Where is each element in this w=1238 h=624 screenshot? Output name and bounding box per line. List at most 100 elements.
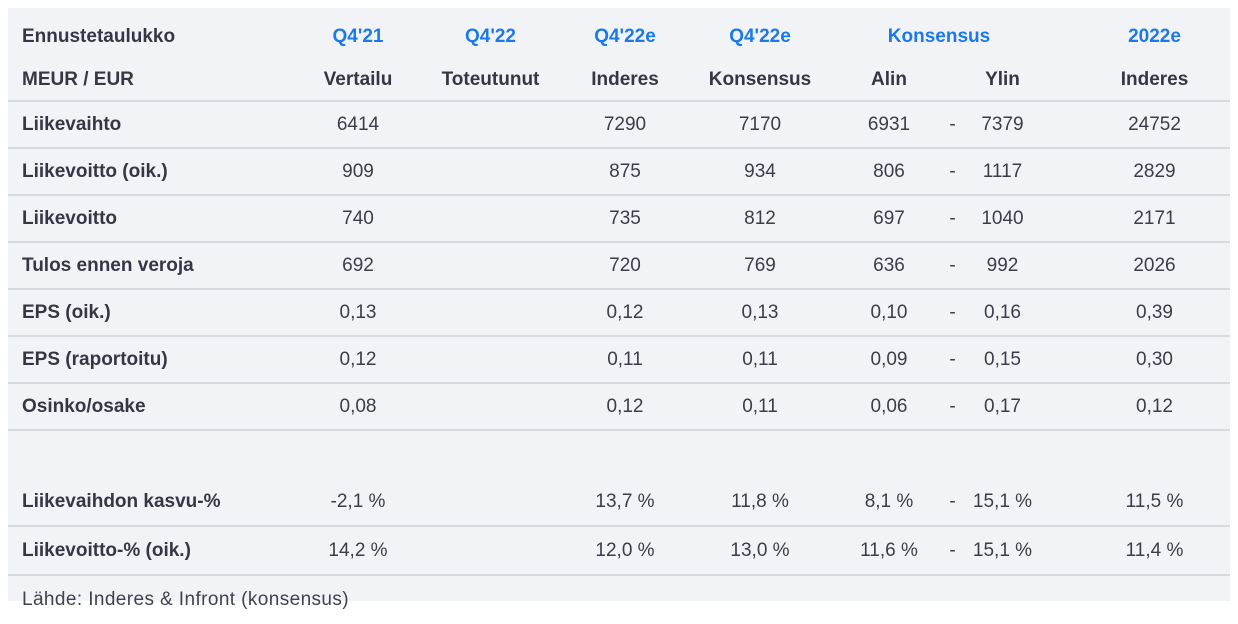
column-subheader-inderes-2022: Inderes xyxy=(1045,60,1230,102)
cell-inderes: 735 xyxy=(563,195,687,243)
column-header-q422: Q4'22 xyxy=(465,26,516,47)
column-header-q422e-inderes: Q4'22e xyxy=(594,26,656,47)
cell-vertailu: -2,1 % xyxy=(298,478,418,527)
table-row-liikevoitto-pct: Liikevoitto-% (oik.) 14,2 % 12,0 % 13,0 … xyxy=(8,526,1230,576)
table-row-liikevaihto: Liikevaihto 6414 7290 7170 6931 - 7379 2… xyxy=(8,101,1230,149)
spacer-row xyxy=(8,430,1230,478)
column-header-2022e: 2022e xyxy=(1128,26,1181,47)
row-label: Osinko/osake xyxy=(8,383,298,431)
cell-toteutunut xyxy=(418,289,563,337)
range-dash: - xyxy=(945,383,960,431)
row-label: EPS (raportoitu) xyxy=(8,336,298,384)
source-row: Lähde: Inderes & Infront (konsensus) xyxy=(8,575,1230,624)
cell-konsensus: 812 xyxy=(687,195,833,243)
table-row-osinko-osake: Osinko/osake 0,08 0,12 0,11 0,06 - 0,17 … xyxy=(8,383,1230,431)
cell-inderes: 720 xyxy=(563,242,687,290)
table-row-liikevaihdon-kasvu: Liikevaihdon kasvu-% -2,1 % 13,7 % 11,8 … xyxy=(8,478,1230,527)
range-dash: - xyxy=(945,148,960,196)
forecast-table-card: Ennustetaulukko Q4'21 Q4'22 Q4'22e Q4'22… xyxy=(8,8,1230,610)
cell-alin: 636 xyxy=(833,242,945,290)
range-dash: - xyxy=(945,242,960,290)
cell-toteutunut xyxy=(418,383,563,431)
table-title: Ennustetaulukko xyxy=(22,26,176,47)
cell-inderes-2022: 11,5 % xyxy=(1045,478,1230,527)
column-subheader-alin: Alin xyxy=(833,60,945,102)
table-row-liikevoitto: Liikevoitto 740 735 812 697 - 1040 2171 xyxy=(8,195,1230,243)
row-label: Liikevoitto xyxy=(8,195,298,243)
cell-toteutunut xyxy=(418,148,563,196)
cell-inderes: 12,0 % xyxy=(563,526,687,576)
cell-inderes: 7290 xyxy=(563,101,687,149)
column-header-q422e-konsensus: Q4'22e xyxy=(729,26,791,47)
cell-vertailu: 0,08 xyxy=(298,383,418,431)
cell-vertailu: 909 xyxy=(298,148,418,196)
column-subheader-ylin: Ylin xyxy=(960,60,1045,102)
column-header-q421: Q4'21 xyxy=(332,26,384,47)
range-dash: - xyxy=(945,101,960,149)
row-label: Liikevaihdon kasvu-% xyxy=(8,478,298,527)
cell-ylin: 15,1 % xyxy=(960,526,1045,576)
range-dash: - xyxy=(945,478,960,527)
cell-vertailu: 14,2 % xyxy=(298,526,418,576)
cell-vertailu: 0,13 xyxy=(298,289,418,337)
cell-toteutunut xyxy=(418,242,563,290)
row-label: Liikevaihto xyxy=(8,101,298,149)
spacer-cell xyxy=(8,430,1230,478)
cell-inderes-2022: 2171 xyxy=(1045,195,1230,243)
cell-konsensus: 934 xyxy=(687,148,833,196)
range-dash: - xyxy=(945,289,960,337)
cell-ylin: 0,16 xyxy=(960,289,1045,337)
cell-ylin: 0,15 xyxy=(960,336,1045,384)
cell-alin: 8,1 % xyxy=(833,478,945,527)
column-subheader-toteutunut: Toteutunut xyxy=(418,60,563,102)
cell-toteutunut xyxy=(418,336,563,384)
row-label: Liikevoitto-% (oik.) xyxy=(8,526,298,576)
cell-inderes: 875 xyxy=(563,148,687,196)
cell-inderes: 0,12 xyxy=(563,289,687,337)
table-row-eps-oik: EPS (oik.) 0,13 0,12 0,13 0,10 - 0,16 0,… xyxy=(8,289,1230,337)
cell-ylin: 7379 xyxy=(960,101,1045,149)
range-dash: - xyxy=(945,336,960,384)
source-text: Lähde: Inderes & Infront (konsensus) xyxy=(22,589,350,610)
cell-inderes: 13,7 % xyxy=(563,478,687,527)
forecast-table: Ennustetaulukko Q4'21 Q4'22 Q4'22e Q4'22… xyxy=(8,8,1230,624)
cell-toteutunut xyxy=(418,195,563,243)
cell-konsensus: 0,11 xyxy=(687,336,833,384)
cell-konsensus: 0,13 xyxy=(687,289,833,337)
cell-konsensus: 11,8 % xyxy=(687,478,833,527)
cell-inderes-2022: 2829 xyxy=(1045,148,1230,196)
table-row-eps-raportoitu: EPS (raportoitu) 0,12 0,11 0,11 0,09 - 0… xyxy=(8,336,1230,384)
cell-inderes: 0,12 xyxy=(563,383,687,431)
cell-vertailu: 0,12 xyxy=(298,336,418,384)
cell-inderes-2022: 0,12 xyxy=(1045,383,1230,431)
cell-alin: 806 xyxy=(833,148,945,196)
cell-ylin: 0,17 xyxy=(960,383,1045,431)
range-dash: - xyxy=(945,195,960,243)
cell-toteutunut xyxy=(418,101,563,149)
cell-alin: 6931 xyxy=(833,101,945,149)
column-header-konsensus-group: Konsensus xyxy=(887,26,991,47)
header-row-periods: Ennustetaulukko Q4'21 Q4'22 Q4'22e Q4'22… xyxy=(8,8,1230,60)
cell-alin: 0,09 xyxy=(833,336,945,384)
cell-ylin: 15,1 % xyxy=(960,478,1045,527)
subheader-dash-spacer xyxy=(945,60,960,102)
cell-ylin: 1040 xyxy=(960,195,1045,243)
range-dash: - xyxy=(945,526,960,576)
cell-konsensus: 769 xyxy=(687,242,833,290)
table-row-tulos-ennen-veroja: Tulos ennen veroja 692 720 769 636 - 992… xyxy=(8,242,1230,290)
row-label: Tulos ennen veroja xyxy=(8,242,298,290)
cell-vertailu: 692 xyxy=(298,242,418,290)
unit-label: MEUR / EUR xyxy=(8,60,298,102)
cell-inderes-2022: 2026 xyxy=(1045,242,1230,290)
cell-alin: 11,6 % xyxy=(833,526,945,576)
cell-toteutunut xyxy=(418,478,563,527)
cell-konsensus: 0,11 xyxy=(687,383,833,431)
cell-vertailu: 740 xyxy=(298,195,418,243)
column-subheader-vertailu: Vertailu xyxy=(298,60,418,102)
cell-ylin: 992 xyxy=(960,242,1045,290)
cell-inderes-2022: 11,4 % xyxy=(1045,526,1230,576)
row-label: Liikevoitto (oik.) xyxy=(8,148,298,196)
column-subheader-inderes: Inderes xyxy=(563,60,687,102)
table-row-liikevoitto-oik: Liikevoitto (oik.) 909 875 934 806 - 111… xyxy=(8,148,1230,196)
column-subheader-konsensus: Konsensus xyxy=(687,60,833,102)
